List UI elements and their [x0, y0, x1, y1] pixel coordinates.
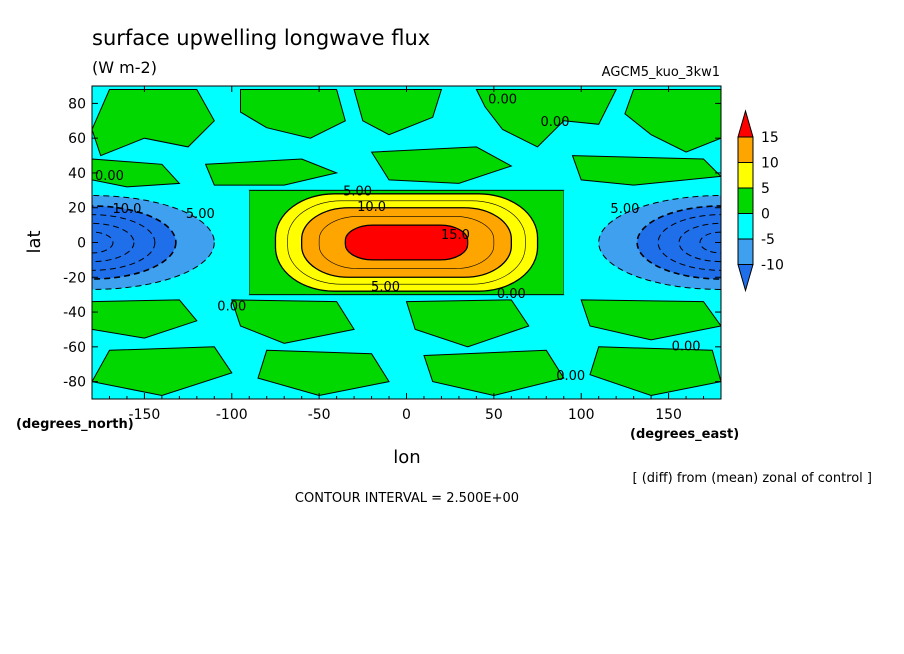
contour-label: 0.00 [497, 287, 526, 302]
y-tick-label: 60 [68, 131, 86, 147]
colorbar-max-arrow [737, 109, 754, 138]
y-tick-label: 40 [68, 166, 86, 182]
colorbar-segment [737, 162, 754, 189]
y-tick-label: 80 [68, 96, 86, 112]
y-tick-label: 20 [68, 201, 86, 217]
colorbar: 15 10 5 0 -5 -10 [737, 109, 784, 293]
contour-interval: CONTOUR INTERVAL = 2.500E+00 [295, 491, 519, 506]
colorbar-label: 15 [761, 130, 779, 146]
colorbar-segment [737, 238, 754, 265]
colorbar-label: 5 [761, 181, 770, 197]
chart-title: surface upwelling longwave flux [92, 26, 430, 50]
contour-label: 0.00 [672, 339, 701, 354]
positive-anomaly-contours [274, 193, 539, 292]
dataset-label: AGCM5_kuo_3kw1 [602, 65, 720, 80]
x-tick-label: -50 [308, 407, 331, 423]
positive-contour-line [287, 200, 526, 285]
positive-contour-line [318, 216, 495, 269]
contour-label: 5.00 [186, 207, 215, 222]
contour-label: 10.0 [357, 200, 386, 215]
y-unit-label: (degrees_north) [16, 417, 134, 432]
footnote: [ (diff) from (mean) zonal of control ] [633, 471, 872, 486]
contour-label: 5.00 [343, 185, 372, 200]
positive-contour-15 [344, 224, 469, 261]
contour-label: 0.00 [95, 169, 124, 184]
negative-anomaly-contours-east [598, 195, 721, 290]
contour-label: 15.0 [441, 228, 470, 243]
contour-label: 0.00 [541, 115, 570, 130]
colorbar-segment [737, 187, 754, 214]
x-tick-label: -100 [216, 407, 248, 423]
x-axis-label: lon [393, 447, 420, 468]
colorbar-segment [737, 213, 754, 240]
y-axis-label: lat [24, 230, 45, 253]
y-tick-label: -20 [63, 270, 86, 286]
y-tick-label: -40 [63, 305, 86, 321]
negative-contour-4 [92, 231, 114, 254]
x-tick-label: 50 [485, 407, 503, 423]
colorbar-label: 0 [761, 207, 770, 223]
x-tick-label: 100 [568, 407, 595, 423]
colorbar-label: -10 [761, 258, 784, 274]
contour-label: 5.00 [610, 202, 639, 217]
x-tick-label: 150 [655, 407, 682, 423]
contour-label: 5.00 [371, 280, 400, 295]
contour-label: 10.0 [112, 202, 141, 217]
y-tick-label: 0 [77, 236, 86, 252]
y-tick-label: -60 [63, 340, 86, 356]
x-axis-ticks: -150 -100 -50 0 50 100 150 [108, 86, 705, 423]
chart-units: (W m-2) [92, 58, 157, 77]
colorbar-segment [737, 136, 754, 163]
x-tick-label: -150 [129, 407, 161, 423]
colorbar-label: 10 [761, 156, 779, 172]
anomaly-fill-positive-small [92, 89, 721, 397]
x-tick-label: 0 [402, 407, 411, 423]
contour-label: 0.00 [217, 299, 246, 314]
y-tick-label: -80 [63, 375, 86, 391]
contour-label: 0.00 [556, 369, 585, 384]
contour-label: 0.00 [488, 92, 517, 107]
negative-anomaly-contours-west [92, 195, 215, 290]
colorbar-min-arrow [737, 264, 754, 293]
y-axis-ticks: 80 60 40 20 0 -20 -40 -60 -80 [63, 96, 721, 391]
colorbar-label: -5 [761, 232, 775, 248]
x-unit-label: (degrees_east) [630, 427, 739, 442]
